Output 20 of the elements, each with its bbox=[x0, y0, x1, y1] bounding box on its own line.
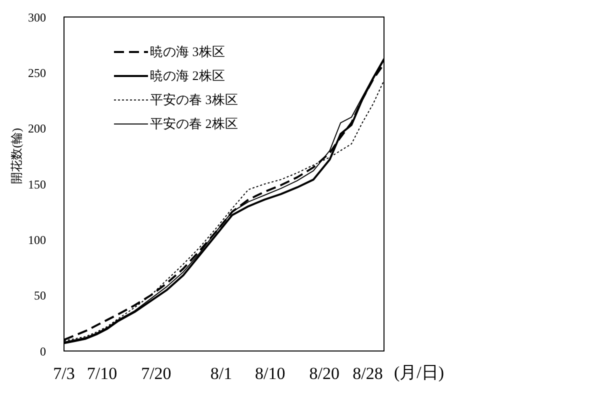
x-tick-label: 7/20 bbox=[141, 364, 172, 384]
y-tick-label: 0 bbox=[40, 344, 46, 358]
y-axis-title: 開花数(輪) bbox=[9, 128, 24, 184]
legend-label: 暁の海 2株区 bbox=[150, 67, 225, 85]
x-tick-label: 8/20 bbox=[309, 364, 340, 384]
x-tick-label: 7/10 bbox=[86, 364, 118, 384]
y-tick-label: 250 bbox=[28, 66, 46, 80]
x-tick-label: 8/28 bbox=[352, 364, 383, 384]
y-tick-label: 300 bbox=[28, 10, 46, 24]
x-tick-label: 8/1 bbox=[210, 364, 232, 384]
y-tick-label: 100 bbox=[28, 232, 46, 247]
x-axis-title: (月/日) bbox=[394, 362, 444, 384]
legend-label: 平安の春 2株区 bbox=[150, 115, 238, 133]
x-tick-label: 8/10 bbox=[254, 364, 286, 384]
legend-label: 暁の海 3株区 bbox=[150, 43, 225, 61]
x-tick-label: 7/3 bbox=[53, 364, 75, 384]
legend-label: 平安の春 3株区 bbox=[150, 91, 238, 109]
y-tick-label: 150 bbox=[28, 177, 46, 192]
y-tick-label: 200 bbox=[28, 122, 46, 136]
y-tick-label: 50 bbox=[34, 288, 46, 303]
